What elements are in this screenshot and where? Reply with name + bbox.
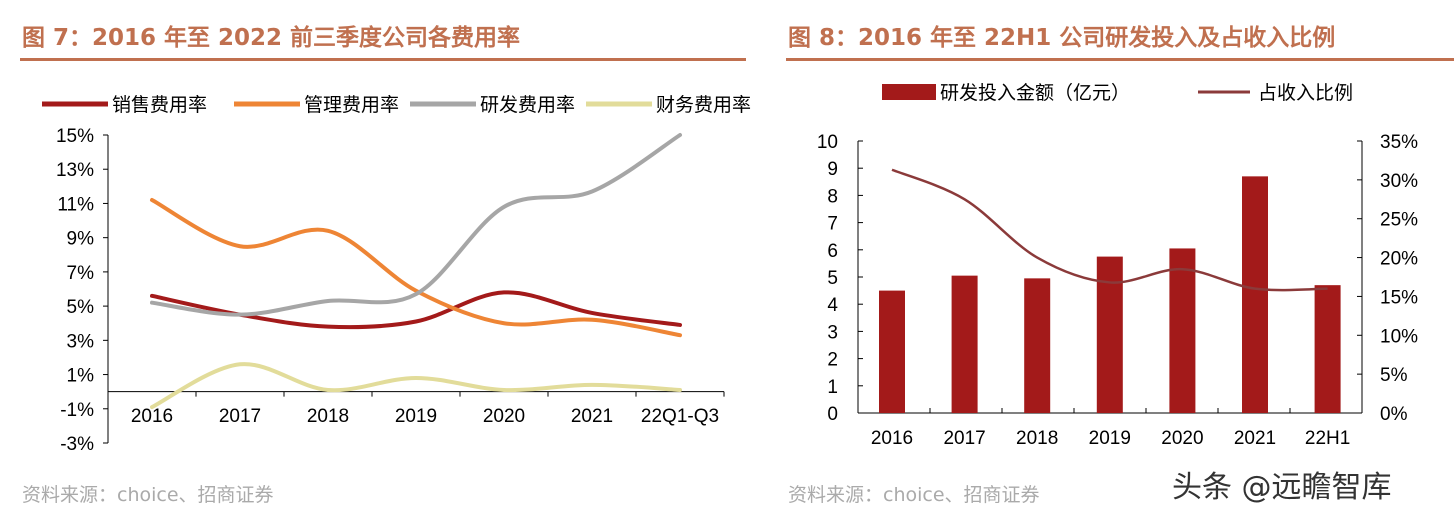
x-tick-label: 2016 [871, 428, 913, 449]
y-tick-label: 5 [827, 268, 838, 289]
x-tick-label: 2018 [307, 406, 349, 427]
y-tick-label: 0 [827, 404, 838, 425]
y-tick-label: 9% [67, 229, 95, 250]
x-tick-label: 2021 [571, 406, 613, 427]
y2-tick-label: 5% [1380, 365, 1408, 386]
bar-2016 [879, 290, 905, 413]
y2-tick-label: 10% [1380, 326, 1418, 347]
y-tick-label: 3 [827, 322, 838, 343]
x-tick-label: 2020 [483, 406, 525, 427]
y-tick-label: 5% [67, 297, 95, 318]
y-tick-label: 2 [827, 350, 838, 371]
x-tick-label: 2021 [1234, 428, 1276, 449]
chart1-source: 资料来源：choice、招商证券 [22, 484, 274, 506]
y-tick-label: -3% [60, 434, 94, 455]
y-tick-label: -1% [60, 400, 94, 421]
x-tick-label: 22H1 [1305, 428, 1350, 449]
series-line-4 [150, 362, 682, 410]
x-tick-label: 22Q1-Q3 [641, 406, 719, 427]
y-tick-label: 10 [817, 132, 838, 153]
y-tick-label: 15% [56, 126, 94, 147]
y-tick-label: 1% [67, 366, 95, 387]
y-tick-label: 4 [827, 295, 838, 316]
watermark: 头条 @远瞻智库 [1172, 470, 1392, 505]
y-tick-label: 8 [827, 186, 838, 207]
legend-swatch-bar [882, 84, 936, 100]
y-tick-label: 13% [56, 160, 94, 181]
y-tick-label: 7% [67, 263, 95, 284]
chart2-source: 资料来源：choice、招商证券 [788, 484, 1040, 506]
title-divider [20, 58, 746, 61]
x-tick-label: 2019 [1089, 428, 1131, 449]
bar-2018 [1024, 278, 1051, 413]
y-tick-label: 3% [67, 331, 95, 352]
y2-tick-label: 0% [1380, 404, 1408, 425]
legend-label: 管理费用率 [304, 94, 399, 116]
x-tick-label: 2018 [1016, 428, 1058, 449]
y-tick-label: 6 [827, 241, 838, 262]
bar-2020 [1169, 248, 1196, 413]
bar-2019 [1096, 256, 1123, 413]
title-divider [786, 58, 1454, 61]
legend-label: 财务费用率 [656, 94, 751, 116]
chart2-title: 图 8：2016 年至 22H1 公司研发投入及占收入比例 [788, 25, 1336, 51]
y2-tick-label: 25% [1380, 210, 1418, 231]
x-tick-label: 2016 [131, 406, 173, 427]
x-tick-label: 2017 [219, 406, 261, 427]
y-tick-label: 7 [827, 214, 838, 235]
y2-tick-label: 35% [1380, 132, 1418, 153]
y2-tick-label: 30% [1380, 171, 1418, 192]
legend-label: 占收入比例 [1258, 82, 1353, 104]
series-line-3 [150, 133, 682, 317]
x-tick-label: 2017 [943, 428, 985, 449]
bar-2021 [1242, 176, 1268, 413]
bar-22H1 [1314, 285, 1341, 413]
legend-label: 销售费用率 [112, 94, 207, 116]
y2-tick-label: 15% [1380, 287, 1418, 308]
legend-label: 研发费用率 [480, 94, 575, 116]
y-tick-label: 11% [57, 194, 94, 215]
ratio-line [891, 168, 1328, 292]
y-tick-label: 9 [827, 159, 838, 180]
x-tick-label: 2019 [395, 406, 437, 427]
y-tick-label: 1 [827, 377, 838, 398]
legend-label: 研发投入金额（亿元） [940, 82, 1130, 104]
series-line-2 [150, 198, 682, 338]
chart1-title: 图 7：2016 年至 2022 前三季度公司各费用率 [22, 25, 521, 51]
bar-2017 [951, 275, 978, 413]
x-tick-label: 2020 [1161, 428, 1203, 449]
y2-tick-label: 20% [1380, 249, 1418, 270]
